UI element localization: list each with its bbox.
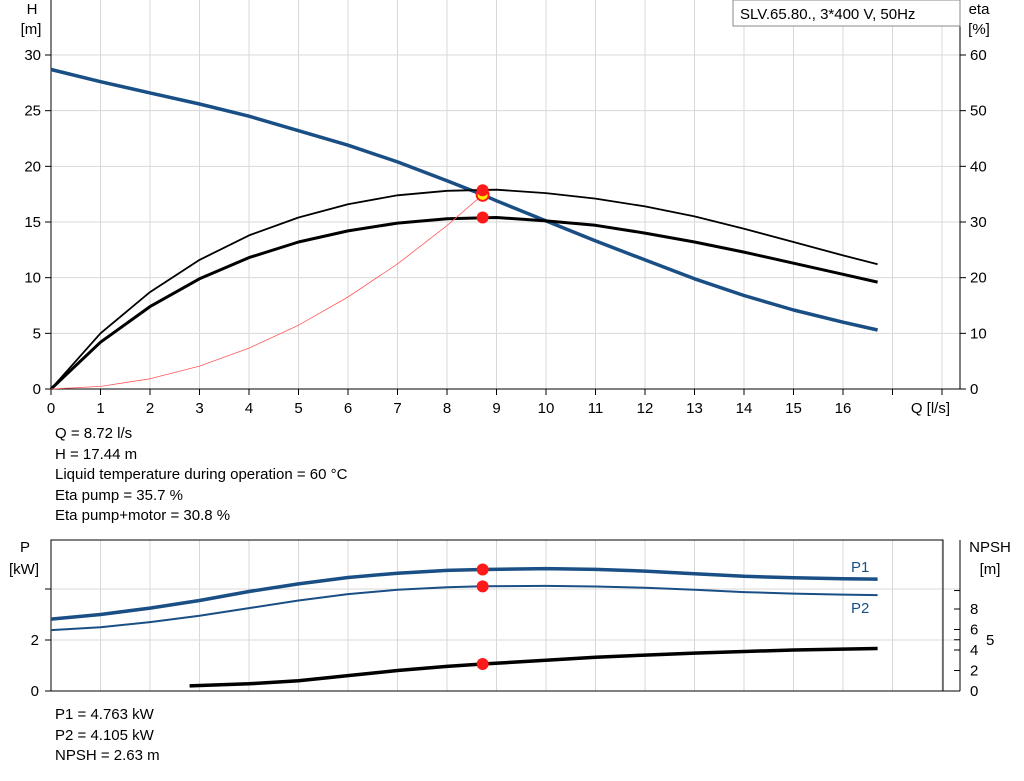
legend-box	[732, 0, 961, 27]
x-tick-label: 12	[637, 400, 654, 417]
y-right-tick-label: 40	[970, 158, 987, 175]
y-right-tick-label: 10	[970, 325, 987, 342]
npsh-tick-label: 6	[970, 622, 978, 639]
y-right-tick-label: 20	[970, 270, 987, 287]
npsh-axis-unit: [m]	[980, 561, 1001, 578]
operating-point	[476, 211, 489, 224]
y-axis-unit: [m]	[21, 21, 42, 38]
info-npsh: NPSH = 2.63 m	[55, 747, 160, 764]
x-tick-label: 3	[195, 400, 203, 417]
y-tick-label: 5	[33, 325, 41, 342]
info-eta-total: Eta pump+motor = 30.8 %	[55, 507, 231, 524]
x-tick-label: 10	[538, 400, 555, 417]
legend-text: SLV.65.80., 3*400 V, 50Hz	[740, 6, 915, 23]
x-tick-label: 6	[344, 400, 352, 417]
p1-curve	[50, 566, 878, 621]
info-h: H = 17.44 m	[55, 445, 138, 463]
y-right-axis-unit: [%]	[968, 21, 990, 38]
info-p1: P1 = 4.763 kW	[55, 706, 154, 723]
plot-frame	[50, 539, 944, 692]
y-axis-label: H	[27, 1, 38, 18]
x-tick-label: 5	[294, 400, 302, 417]
duty-point-info: Q = 8.72 l/s H = 17.44 m Liquid temperat…	[55, 424, 347, 527]
system-curve	[50, 194, 483, 390]
npsh-tick-label: 5	[986, 632, 994, 649]
y-tick-label: 15	[24, 214, 41, 231]
x-axis-label: Q [l/s]	[911, 400, 950, 417]
x-tick-label: 15	[785, 400, 802, 417]
y-tick-label: 25	[24, 103, 41, 120]
x-tick-label: 1	[96, 400, 104, 417]
info-temperature: Liquid temperature during operation = 60…	[55, 466, 348, 483]
y-tick-label: 0	[33, 381, 41, 398]
y-right-tick-label: 60	[970, 47, 987, 64]
eta-pump-curve	[50, 188, 878, 390]
x-tick-label: 13	[686, 400, 703, 417]
y-tick-label: 0	[31, 683, 39, 700]
x-tick-label: 7	[393, 400, 401, 417]
y-tick-label: 30	[24, 47, 41, 64]
npsh-axis-label: NPSH	[969, 539, 1011, 556]
x-tick-label: 4	[245, 400, 253, 417]
x-tick-label: 14	[736, 400, 753, 417]
operating-point	[476, 580, 489, 593]
p1-label: P1	[851, 559, 869, 576]
npsh-tick-label: 8	[970, 601, 978, 618]
x-tick-label: 9	[492, 400, 500, 417]
info-q: Q = 8.72 l/s	[55, 425, 133, 442]
x-tick-label: 11	[588, 400, 604, 417]
y-right-tick-label: 0	[970, 381, 978, 398]
x-tick-label: 2	[146, 400, 154, 417]
info-eta-pump: Eta pump = 35.7 %	[55, 486, 183, 504]
y-right-tick-label: 30	[970, 214, 987, 231]
info-p2: P2 = 4.105 kW	[55, 726, 154, 744]
eta-pump-motor-curve	[49, 216, 878, 391]
y-tick-label: 2	[31, 632, 39, 649]
x-tick-label: 0	[47, 400, 55, 417]
p2-label: P2	[851, 600, 869, 617]
operating-point	[476, 184, 489, 197]
y-right-tick-label: 50	[970, 103, 987, 120]
p2-curve	[50, 584, 878, 632]
p-axis-label: P	[20, 539, 30, 556]
operating-point	[476, 563, 489, 576]
y-tick-label: 20	[24, 158, 41, 175]
y-tick-label: 10	[24, 270, 41, 287]
y-right-axis-label: eta	[969, 1, 991, 18]
npsh-tick-label: 4	[970, 642, 978, 659]
x-tick-label: 8	[443, 400, 451, 417]
x-tick-label: 16	[835, 400, 852, 417]
p-axis-unit: [kW]	[9, 561, 39, 578]
npsh-tick-label: 2	[970, 663, 978, 680]
operating-point	[476, 658, 489, 671]
npsh-curve	[189, 646, 878, 688]
npsh-tick-label: 0	[970, 683, 978, 700]
power-info: P1 = 4.763 kW P2 = 4.105 kW NPSH = 2.63 …	[55, 705, 160, 767]
